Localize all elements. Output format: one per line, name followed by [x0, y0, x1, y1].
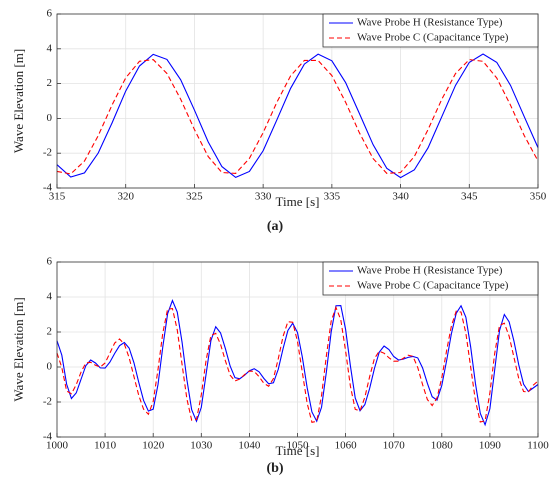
legend-label: Wave Probe H (Resistance Type): [357, 17, 503, 29]
caption: (a): [267, 219, 284, 234]
x-tick-label: 330: [255, 191, 272, 203]
x-tick-label: 350: [530, 191, 547, 203]
y-tick-label: 0: [47, 361, 53, 373]
x-tick-label: 345: [461, 191, 478, 203]
x-tick-label: 1000: [46, 440, 69, 452]
axes-frame: [56, 261, 539, 438]
x-tick-label: 1020: [142, 440, 165, 452]
legend-box: [322, 13, 539, 48]
y-tick-label: -2: [43, 147, 52, 159]
y-tick-label: 2: [47, 77, 53, 89]
y-tick-label: 4: [47, 291, 53, 303]
x-axis-label: Time [s]: [276, 194, 320, 209]
legend-label: Wave Probe H (Resistance Type): [357, 265, 503, 277]
x-tick-label: 1060: [335, 440, 358, 452]
data-line: [56, 53, 539, 179]
x-tick-label: 340: [392, 191, 409, 203]
y-tick-label: 6: [47, 256, 53, 268]
y-axis-label: Wave Elevation [m]: [11, 297, 26, 401]
y-tick-label: -4: [43, 431, 53, 443]
x-tick-label: 1030: [190, 440, 213, 452]
caption: (b): [266, 461, 283, 476]
y-tick-label: -4: [43, 182, 53, 194]
y-tick-label: 2: [47, 326, 53, 338]
x-tick-label: 1080: [431, 440, 454, 452]
x-tick-label: 1090: [479, 440, 502, 452]
x-tick-label: 1010: [94, 440, 117, 452]
y-tick-label: -2: [43, 396, 52, 408]
legend-label: Wave Probe C (Capacitance Type): [357, 32, 509, 44]
y-tick-label: 4: [47, 42, 53, 54]
y-tick-label: 6: [47, 8, 53, 20]
x-tick-label: 1050: [287, 440, 310, 452]
axes-frame: [56, 13, 539, 189]
x-tick-label: 1070: [383, 440, 406, 452]
x-axis-label: Time [s]: [276, 443, 320, 458]
x-tick-label: 1040: [238, 440, 261, 452]
x-tick-label: 325: [186, 191, 203, 203]
y-axis-label: Wave Elevation [m]: [11, 49, 26, 153]
legend-box: [322, 261, 539, 296]
x-tick-label: 335: [324, 191, 341, 203]
x-tick-label: 1100: [527, 440, 549, 452]
y-tick-label: 0: [47, 112, 53, 124]
legend-label: Wave Probe C (Capacitance Type): [357, 280, 509, 292]
data-line: [56, 298, 539, 427]
x-tick-label: 320: [117, 191, 134, 203]
x-tick-label: 315: [49, 191, 66, 203]
